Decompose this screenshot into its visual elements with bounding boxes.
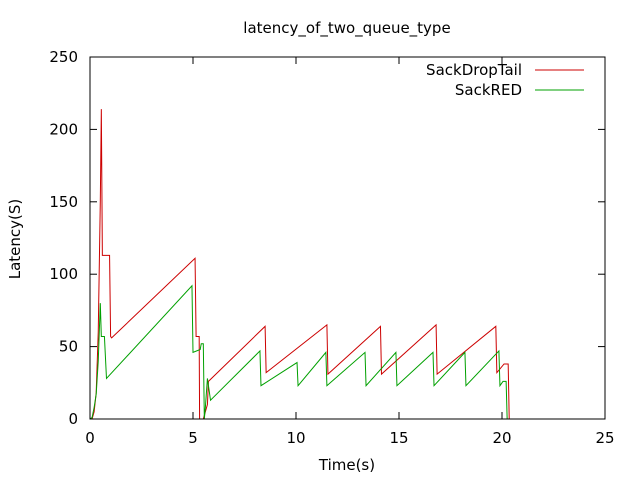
plot-lines [89, 109, 544, 420]
x-tick-label: 5 [188, 429, 198, 447]
plot-frame [89, 56, 606, 420]
x-tick-label: 25 [595, 429, 614, 447]
axis-ticks [89, 56, 606, 420]
legend: SackDropTail SackRED [426, 61, 584, 99]
y-tick-label: 50 [59, 338, 78, 356]
y-tick-label: 100 [49, 265, 78, 283]
x-tick-label: 10 [286, 429, 305, 447]
x-tick-label: 20 [492, 429, 511, 447]
series-line-sackred [89, 284, 544, 420]
series-line-sackdroptail [90, 109, 544, 420]
x-tick-label: 0 [85, 429, 95, 447]
x-axis-label: Time(s) [318, 456, 375, 474]
y-tick-label: 150 [49, 193, 78, 211]
legend-label: SackRED [455, 81, 522, 99]
x-tick-label: 15 [389, 429, 408, 447]
legend-label: SackDropTail [426, 61, 522, 79]
y-tick-label: 0 [68, 410, 78, 428]
chart-title: latency_of_two_queue_type [243, 19, 450, 38]
y-axis-label: Latency(S) [6, 199, 24, 280]
y-tick-label: 200 [49, 120, 78, 138]
y-tick-label: 250 [49, 48, 78, 66]
